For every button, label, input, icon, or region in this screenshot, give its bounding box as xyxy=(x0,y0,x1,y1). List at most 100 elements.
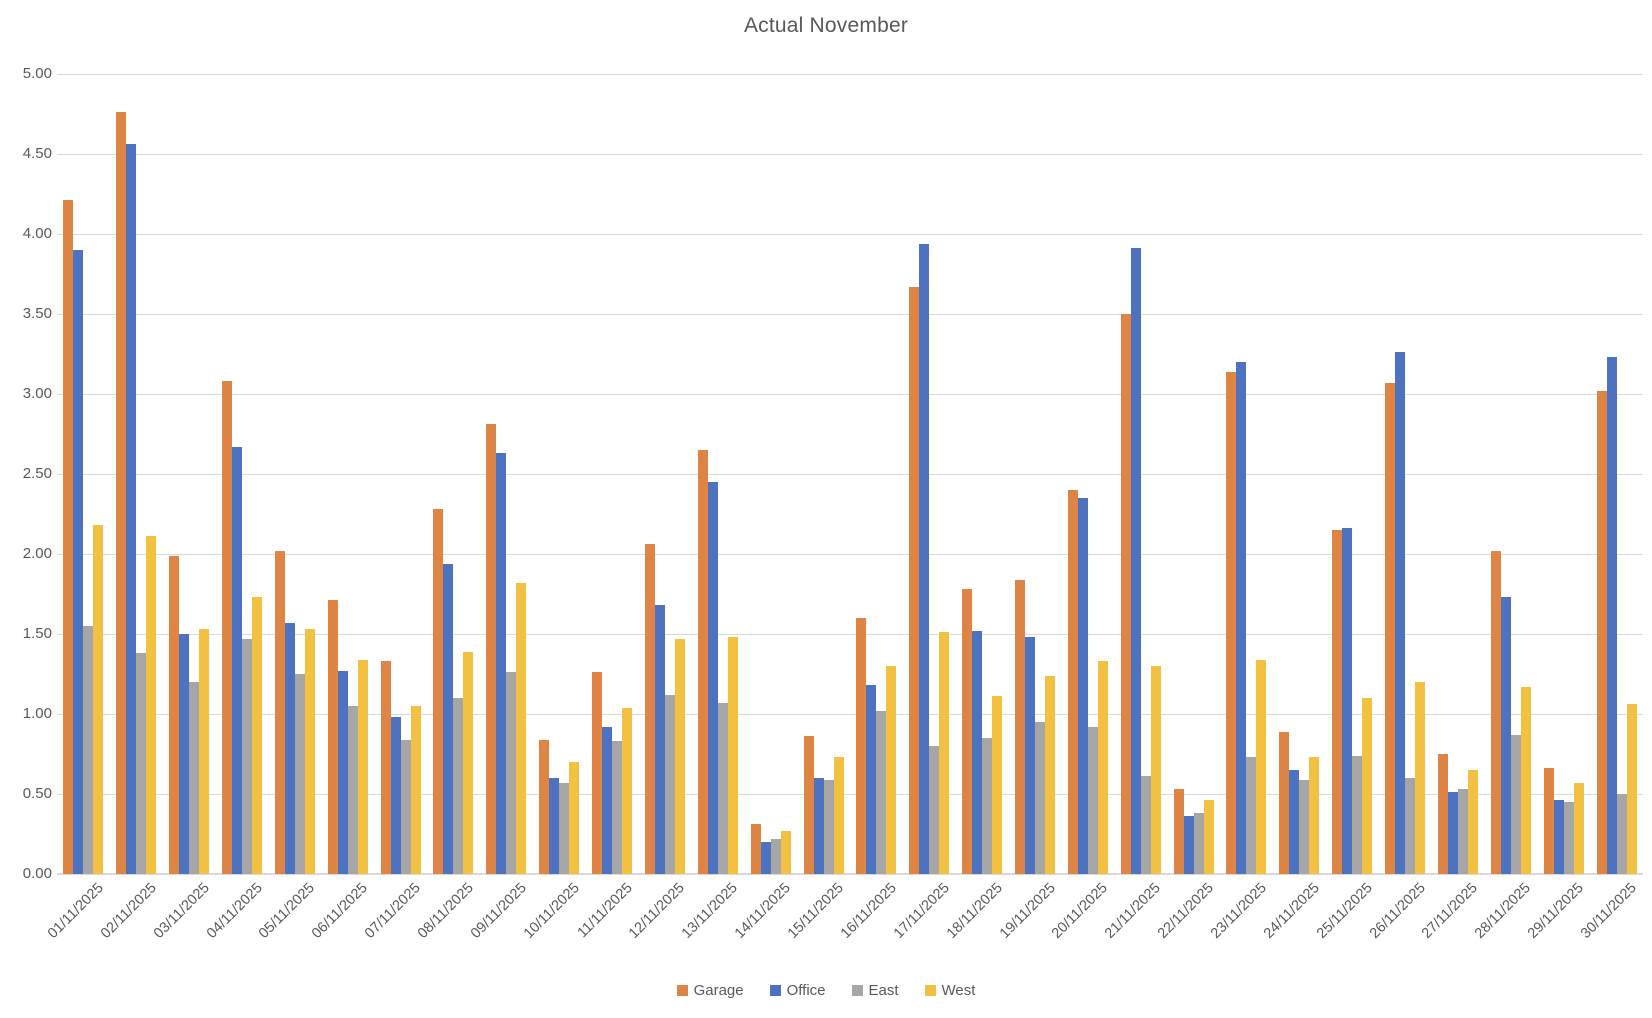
x-tick-label: 10/11/2025 xyxy=(520,880,583,942)
bar-east xyxy=(876,710,887,874)
bar-office xyxy=(1130,248,1141,874)
bar-west xyxy=(93,525,104,874)
bar-group xyxy=(533,739,586,874)
x-tick-label: 11/11/2025 xyxy=(574,880,636,942)
bar-east xyxy=(982,738,993,874)
bar-office xyxy=(284,622,295,874)
bar-group xyxy=(903,243,956,874)
bar-west xyxy=(939,632,950,874)
bar-west xyxy=(1573,782,1584,874)
bar-west xyxy=(569,762,580,874)
legend-label: Office xyxy=(786,982,826,999)
bar-group xyxy=(1432,754,1485,874)
bar-office xyxy=(760,842,771,874)
x-tick-label: 23/11/2025 xyxy=(1207,880,1270,942)
bar-garage xyxy=(433,509,444,874)
legend-item-garage: Garage xyxy=(676,982,744,999)
bar-east xyxy=(664,694,675,874)
bar-east xyxy=(1616,794,1627,874)
y-tick-label: 0.50 xyxy=(22,785,52,802)
chart-title: Actual November xyxy=(743,14,909,37)
legend-item-east: East xyxy=(851,982,899,999)
bar-office xyxy=(73,250,84,874)
bar-office xyxy=(179,634,190,874)
bar-west xyxy=(516,582,527,874)
x-tick-label: 16/11/2025 xyxy=(837,880,900,942)
bar-group xyxy=(1590,357,1643,874)
x-tick-label: 01/11/2025 xyxy=(44,880,107,942)
bar-group xyxy=(110,112,163,874)
gridline xyxy=(57,554,1643,555)
legend-label: East xyxy=(868,982,899,999)
x-tick-label: 05/11/2025 xyxy=(256,880,319,942)
bar-group xyxy=(850,618,903,874)
bar-east xyxy=(1405,778,1416,874)
legend-swatch-icon xyxy=(676,985,688,996)
bar-west xyxy=(410,706,421,874)
bar-garage xyxy=(1490,550,1501,874)
bar-garage xyxy=(697,450,708,874)
bar-garage xyxy=(116,112,127,874)
bar-garage xyxy=(1385,382,1396,874)
y-tick-label: 2.00 xyxy=(22,545,52,562)
bar-west xyxy=(463,651,474,874)
x-tick-label: 26/11/2025 xyxy=(1366,880,1429,942)
bar-west xyxy=(886,666,897,874)
bar-east xyxy=(612,741,623,874)
bar-office xyxy=(390,717,401,874)
bar-east xyxy=(1563,802,1574,874)
bar-garage xyxy=(380,661,391,874)
x-tick-label: 20/11/2025 xyxy=(1049,880,1112,942)
bar-west xyxy=(1203,800,1214,874)
bar-east xyxy=(453,698,464,874)
x-tick-label: 09/11/2025 xyxy=(467,880,530,942)
bar-east xyxy=(1457,789,1468,874)
bar-west xyxy=(780,830,791,874)
bar-east xyxy=(136,653,147,874)
bar-garage xyxy=(1279,731,1290,874)
bar-group xyxy=(1220,362,1273,874)
y-tick-label: 5.00 xyxy=(22,65,52,82)
bar-west xyxy=(992,696,1003,874)
gridline xyxy=(57,714,1643,715)
bar-office xyxy=(602,726,613,874)
x-tick-label: 04/11/2025 xyxy=(203,880,266,942)
x-tick-label: 27/11/2025 xyxy=(1419,880,1482,942)
bar-office xyxy=(496,453,507,874)
bar-east xyxy=(1352,755,1363,874)
bar-group xyxy=(1009,579,1062,874)
bar-group xyxy=(57,200,110,874)
bar-office xyxy=(1553,800,1564,874)
bar-east xyxy=(506,672,517,874)
bar-west xyxy=(1467,770,1478,874)
bar-garage xyxy=(644,544,655,874)
gridline xyxy=(57,154,1643,155)
legend-label: West xyxy=(941,982,976,999)
bar-east xyxy=(1510,734,1521,874)
bar-east xyxy=(1193,813,1204,874)
y-tick-label: 3.50 xyxy=(22,305,52,322)
bar-group xyxy=(797,736,850,874)
plot-area xyxy=(57,74,1643,875)
bar-garage xyxy=(327,600,338,874)
bar-east xyxy=(823,779,834,874)
bar-office xyxy=(1025,637,1036,874)
y-tick-label: 4.00 xyxy=(22,225,52,242)
x-tick-label: 02/11/2025 xyxy=(97,880,160,942)
bar-group xyxy=(1537,768,1590,874)
bar-garage xyxy=(1067,490,1078,874)
bar-office xyxy=(549,778,560,874)
legend-item-west: West xyxy=(924,982,976,999)
bar-office xyxy=(443,563,454,874)
bar-east xyxy=(242,638,253,874)
x-tick-label: 24/11/2025 xyxy=(1260,880,1323,942)
bar-west xyxy=(1415,682,1426,874)
bar-west xyxy=(304,629,315,874)
x-tick-label: 14/11/2025 xyxy=(732,880,795,942)
bar-garage xyxy=(1120,314,1131,874)
bar-garage xyxy=(63,200,74,874)
bar-office xyxy=(1447,792,1458,874)
y-tick-label: 1.50 xyxy=(22,625,52,642)
x-tick-label: 25/11/2025 xyxy=(1313,880,1376,942)
y-tick-label: 3.00 xyxy=(22,385,52,402)
